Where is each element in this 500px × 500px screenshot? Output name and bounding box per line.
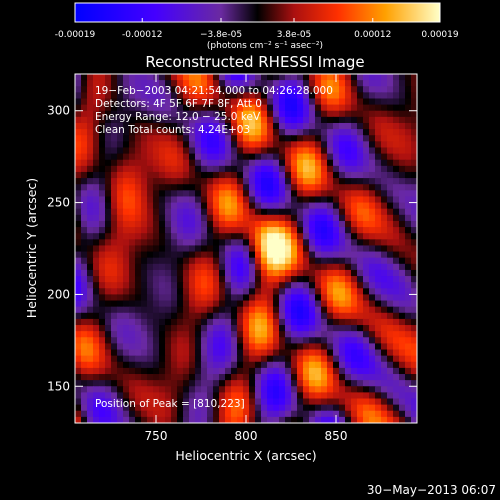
colorbar-tick-label: 0.00012 <box>354 30 391 40</box>
y-axis-label: Heliocentric Y (arcsec) <box>24 178 39 318</box>
annotation-energy-range: Energy Range: 12.0 − 25.0 keV <box>95 111 261 123</box>
footer-timestamp: 30−May−2013 06:07 <box>367 483 496 497</box>
x-tick-label: 800 <box>235 429 258 443</box>
colorbar-tick-label: -0.00019 <box>55 30 96 40</box>
x-tick-label: 850 <box>325 429 348 443</box>
colorbar <box>74 2 441 23</box>
colorbar-tick-label: -0.00012 <box>122 30 162 40</box>
x-axis-ticks: 750 800 850 <box>145 74 348 443</box>
y-axis-ticks: 150 200 250 300 <box>47 104 417 393</box>
colorbar-tick-labels: -0.00019 -0.00012 −3.8e-05 3.8e-05 0.00012 0.… <box>55 30 459 40</box>
colorbar-unit-label: (photons cm⁻² s⁻¹ asec⁻²) <box>207 41 323 51</box>
y-tick-label: 200 <box>47 287 70 301</box>
y-tick-label: 150 <box>47 379 70 393</box>
y-tick-label: 250 <box>47 196 70 210</box>
y-tick-label: 300 <box>47 104 70 118</box>
colorbar-ticks <box>74 18 441 22</box>
colorbar-tick-label: 3.8e-05 <box>277 30 312 40</box>
annotation-peak-position: Position of Peak = [810,223] <box>95 398 245 410</box>
colorbar-tick-label: −3.8e-05 <box>200 30 242 40</box>
chart-title: Reconstructed RHESSI Image <box>145 53 364 71</box>
annotation-time-range: 19−Feb−2003 04:21:54.000 to 04:26:28.000 <box>95 85 333 97</box>
x-tick-label: 750 <box>145 429 168 443</box>
annotation-clean-counts: Clean Total counts: 4.24E+03 <box>95 124 250 136</box>
annotation-detectors: Detectors: 4F 5F 6F 7F 8F, Att 0 <box>95 98 262 110</box>
heatmap-image <box>75 74 417 423</box>
x-axis-label: Heliocentric X (arcsec) <box>175 448 316 463</box>
colorbar-tick-label: 0.00019 <box>421 30 458 40</box>
